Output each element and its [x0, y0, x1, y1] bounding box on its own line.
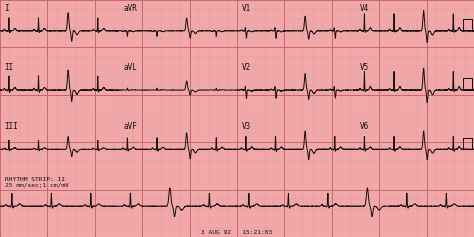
- Text: I: I: [5, 4, 9, 13]
- Text: V5: V5: [360, 63, 370, 72]
- Text: V3: V3: [242, 122, 251, 131]
- Text: 3 AUG 92   15:21:03: 3 AUG 92 15:21:03: [201, 230, 273, 235]
- Text: V2: V2: [242, 63, 251, 72]
- Text: III: III: [5, 122, 18, 131]
- Text: V4: V4: [360, 4, 370, 13]
- Text: aVL: aVL: [123, 63, 137, 72]
- Text: V6: V6: [360, 122, 370, 131]
- Text: RHYTHM STRIP: II
25 mm/sec;1 cm/mV: RHYTHM STRIP: II 25 mm/sec;1 cm/mV: [5, 177, 68, 188]
- Text: aVF: aVF: [123, 122, 137, 131]
- Text: V1: V1: [242, 4, 251, 13]
- Text: aVR: aVR: [123, 4, 137, 13]
- Text: II: II: [5, 63, 14, 72]
